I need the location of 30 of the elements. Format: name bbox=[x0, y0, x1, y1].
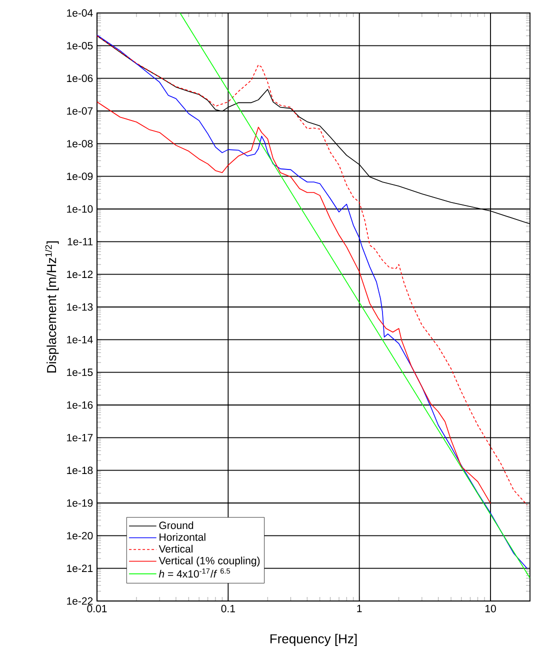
y-tick-label: 1e-22 bbox=[67, 597, 93, 605]
y-tick-label: 1e-04 bbox=[67, 9, 93, 17]
y-tick-label: 1e-14 bbox=[67, 336, 93, 344]
legend-label: Vertical (1% coupling) bbox=[158, 556, 260, 566]
x-tick-label: 0.01 bbox=[87, 604, 107, 612]
y-tick-label: 1e-07 bbox=[67, 107, 93, 115]
y-tick-label: 1e-13 bbox=[67, 303, 93, 311]
y-tick-label: 1e-06 bbox=[67, 74, 93, 82]
y-tick-label: 1e-11 bbox=[68, 238, 93, 246]
y-tick-label: 1e-08 bbox=[67, 140, 93, 148]
x-tick-label: 0.1 bbox=[221, 604, 235, 612]
y-tick-label: 1e-12 bbox=[67, 270, 93, 278]
legend-label: Ground bbox=[159, 521, 194, 530]
y-tick-label: 1e-09 bbox=[67, 172, 93, 180]
y-tick-label: 1e-10 bbox=[67, 205, 93, 213]
x-axis-title: Frequency [Hz] bbox=[270, 634, 357, 646]
legend-label: h = 4x10$^{-17}$/f $^{6.5}$ bbox=[158, 568, 230, 578]
y-tick-label: 1e-05 bbox=[67, 42, 93, 50]
x-tick-label: 1 bbox=[357, 604, 362, 612]
y-tick-label: 1e-16 bbox=[67, 401, 93, 409]
y-tick-label: 1e-15 bbox=[67, 368, 93, 376]
legend-label: Vertical bbox=[158, 544, 192, 553]
y-tick-label: 1e-20 bbox=[67, 532, 93, 540]
x-tick-label: 10 bbox=[485, 604, 496, 612]
y-axis-title: Displacement [m/Hz$^{1/2}$] bbox=[45, 241, 59, 372]
y-tick-label: 1e-21 bbox=[67, 564, 93, 572]
y-tick-label: 1e-19 bbox=[67, 499, 93, 507]
legend-label: Horizontal bbox=[160, 533, 206, 541]
y-tick-label: 1e-18 bbox=[67, 466, 93, 474]
y-tick-label: 1e-17 bbox=[67, 434, 93, 442]
